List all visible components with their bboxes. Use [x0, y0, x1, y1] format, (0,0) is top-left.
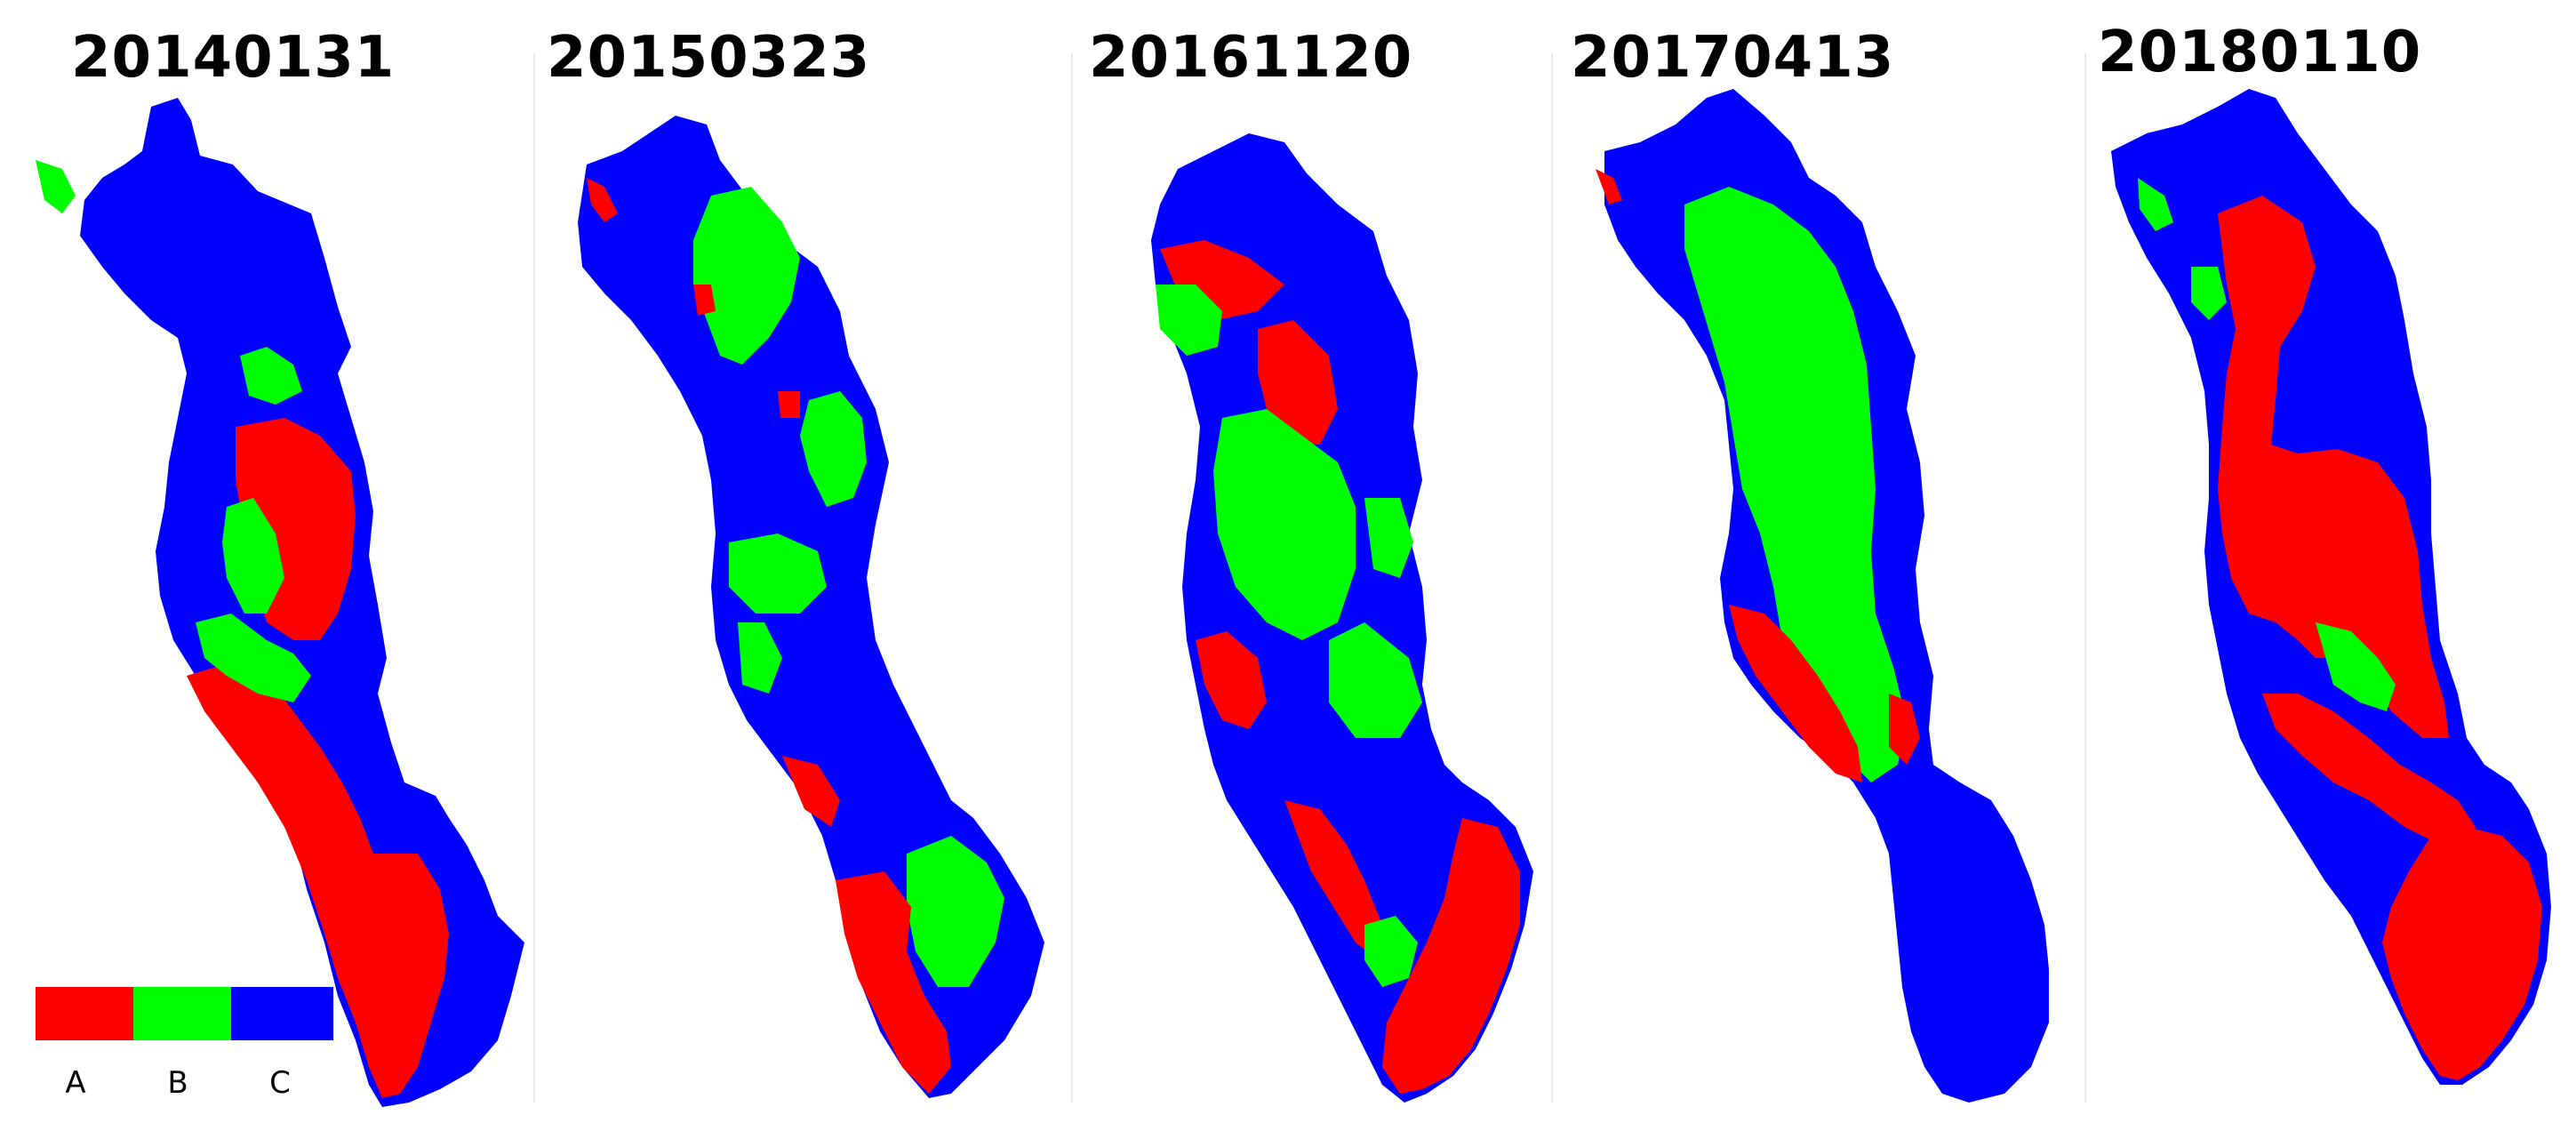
- region-b: [2138, 178, 2173, 231]
- classification-map: [36, 98, 524, 1107]
- region-a: [1284, 800, 1382, 960]
- region-b: [2191, 267, 2227, 320]
- legend-label-c: C: [269, 1065, 291, 1101]
- map-panel-2: 20150323: [533, 0, 1071, 1131]
- region-a: [2262, 694, 2476, 854]
- region-a: [1382, 818, 1520, 1094]
- region-b: [222, 498, 284, 614]
- region-a: [1258, 320, 1338, 445]
- classification-map: [2111, 89, 2551, 1085]
- panel-title: 20150323: [547, 25, 871, 91]
- map-panel-1: 20140131 A B C: [0, 0, 533, 1131]
- region-a: [2218, 196, 2449, 738]
- panel-separator: [2084, 53, 2086, 1103]
- region-a: [778, 391, 800, 418]
- region-b: [240, 347, 302, 405]
- panel-title: 20161120: [1089, 25, 1413, 91]
- region-a: [782, 756, 840, 827]
- legend-label-a: A: [65, 1065, 86, 1101]
- region-b: [907, 836, 1004, 987]
- region-b: [1156, 285, 1222, 356]
- region-b: [693, 187, 800, 365]
- panel-separator: [1071, 53, 1073, 1103]
- region-b: [1213, 409, 1356, 640]
- map-panel-3: 20161120: [1071, 0, 1551, 1131]
- region-a: [587, 178, 618, 222]
- legend-swatch-c: [231, 987, 333, 1040]
- region-a: [1596, 169, 1622, 205]
- panel-title: 20170413: [1571, 25, 1895, 91]
- region-b: [729, 533, 827, 614]
- region-a: [1729, 605, 1862, 782]
- region-a: [836, 871, 951, 1094]
- region-a: [2382, 827, 2542, 1080]
- region-b: [1684, 187, 1907, 782]
- region-b: [738, 622, 782, 694]
- map-panel-5: 20180110: [2084, 0, 2576, 1131]
- region-b: [1329, 622, 1422, 738]
- region-b: [196, 614, 311, 702]
- panel-title: 20140131: [71, 25, 396, 91]
- map-panel-4: 20170413: [1551, 0, 2084, 1131]
- legend-label-b: B: [167, 1065, 188, 1101]
- legend-swatch-a: [36, 987, 133, 1040]
- panel-separator: [1551, 53, 1553, 1103]
- classification-map: [578, 116, 1044, 1098]
- panel-title: 20180110: [2098, 20, 2422, 85]
- region-a: [187, 662, 449, 1098]
- region-b: [1364, 916, 1418, 987]
- classification-map: [1596, 89, 2049, 1103]
- classification-map: [1151, 133, 1533, 1103]
- region-b: [2316, 622, 2396, 711]
- region-c: [1151, 133, 1533, 1103]
- region-b: [800, 391, 867, 507]
- region-a: [1196, 631, 1267, 729]
- region-a: [1889, 694, 1920, 765]
- region-b: [36, 160, 76, 213]
- panel-separator: [533, 53, 535, 1103]
- legend-swatch-b: [133, 987, 231, 1040]
- region-a: [693, 285, 716, 316]
- region-b: [1364, 498, 1413, 578]
